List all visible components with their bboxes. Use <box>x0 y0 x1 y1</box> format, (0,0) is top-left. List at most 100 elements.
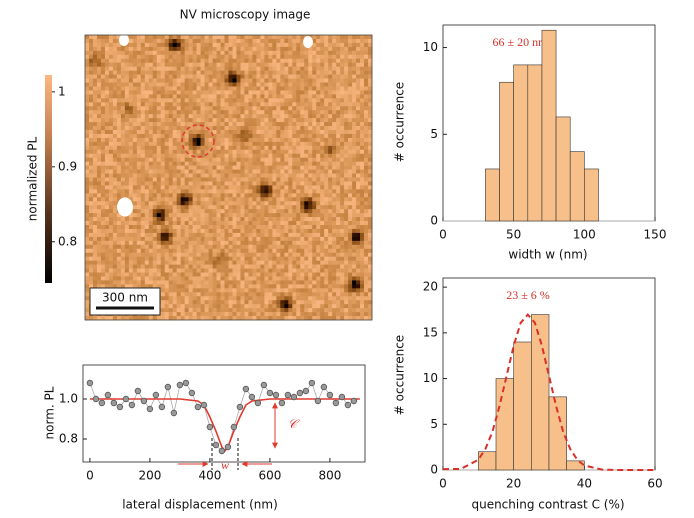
image-pixel <box>264 126 268 130</box>
image-pixel <box>221 233 225 237</box>
image-pixel <box>193 237 197 241</box>
image-pixel <box>165 75 169 79</box>
image-pixel <box>105 51 109 55</box>
image-pixel <box>364 94 368 98</box>
image-pixel <box>105 170 109 174</box>
image-pixel <box>125 79 129 83</box>
image-pixel <box>356 269 360 273</box>
image-pixel <box>300 51 304 55</box>
image-pixel <box>129 189 133 193</box>
image-pixel <box>248 170 252 174</box>
image-pixel <box>352 280 356 284</box>
image-pixel <box>145 189 149 193</box>
image-pixel <box>101 245 105 249</box>
image-pixel <box>157 237 161 241</box>
image-pixel <box>320 79 324 83</box>
image-pixel <box>93 170 97 174</box>
image-pixel <box>117 63 121 67</box>
image-pixel <box>268 174 272 178</box>
image-pixel <box>201 150 205 154</box>
image-pixel <box>364 79 368 83</box>
image-pixel <box>332 217 336 221</box>
image-pixel <box>177 162 181 166</box>
image-pixel <box>221 178 225 182</box>
image-pixel <box>93 118 97 122</box>
image-pixel <box>244 261 248 265</box>
image-pixel <box>260 59 264 63</box>
image-pixel <box>260 118 264 122</box>
image-pixel <box>205 284 209 288</box>
image-pixel <box>248 265 252 269</box>
image-pixel <box>320 63 324 67</box>
image-pixel <box>225 122 229 126</box>
image-pixel <box>324 75 328 79</box>
image-pixel <box>336 193 340 197</box>
image-pixel <box>85 134 89 138</box>
image-pixel <box>308 296 312 300</box>
image-pixel <box>173 308 177 312</box>
image-pixel <box>97 35 101 39</box>
image-pixel <box>336 166 340 170</box>
image-pixel <box>109 126 113 130</box>
image-pixel <box>240 83 244 87</box>
image-pixel <box>169 233 173 237</box>
image-pixel <box>332 75 336 79</box>
image-pixel <box>173 213 177 217</box>
image-pixel <box>201 126 205 130</box>
image-pixel <box>312 106 316 110</box>
image-pixel <box>364 55 368 59</box>
image-pixel <box>161 300 165 304</box>
image-pixel <box>173 261 177 265</box>
image-pixel <box>300 178 304 182</box>
image-pixel <box>201 181 205 185</box>
image-pixel <box>336 257 340 261</box>
image-pixel <box>276 122 280 126</box>
image-pixel <box>145 245 149 249</box>
image-pixel <box>193 280 197 284</box>
image-pixel <box>217 166 221 170</box>
image-pixel <box>344 185 348 189</box>
image-pixel <box>121 83 125 87</box>
image-pixel <box>332 221 336 225</box>
image-pixel <box>149 86 153 90</box>
image-pixel <box>360 181 364 185</box>
image-pixel <box>93 189 97 193</box>
image-pixel <box>296 106 300 110</box>
image-pixel <box>364 122 368 126</box>
image-pixel <box>113 114 117 118</box>
image-pixel <box>97 257 101 261</box>
image-pixel <box>205 166 209 170</box>
image-pixel <box>193 170 197 174</box>
image-pixel <box>260 35 264 39</box>
image-pixel <box>101 94 105 98</box>
image-pixel <box>165 193 169 197</box>
image-pixel <box>244 51 248 55</box>
image-pixel <box>348 193 352 197</box>
image-pixel <box>225 43 229 47</box>
image-pixel <box>97 229 101 233</box>
image-pixel <box>181 181 185 185</box>
image-pixel <box>113 189 117 193</box>
image-pixel <box>340 47 344 51</box>
image-pixel <box>89 241 93 245</box>
image-pixel <box>109 35 113 39</box>
image-pixel <box>252 237 256 241</box>
image-pixel <box>320 225 324 229</box>
image-pixel <box>181 114 185 118</box>
image-pixel <box>312 233 316 237</box>
image-pixel <box>344 174 348 178</box>
image-pixel <box>328 146 332 150</box>
image-pixel <box>113 138 117 142</box>
image-pixel <box>364 75 368 79</box>
image-pixel <box>97 67 101 71</box>
image-pixel <box>201 300 205 304</box>
image-pixel <box>300 170 304 174</box>
image-pixel <box>113 193 117 197</box>
image-pixel <box>248 245 252 249</box>
image-pixel <box>85 185 89 189</box>
image-pixel <box>181 197 185 201</box>
image-pixel <box>256 114 260 118</box>
image-pixel <box>197 189 201 193</box>
image-pixel <box>181 51 185 55</box>
image-pixel <box>209 71 213 75</box>
